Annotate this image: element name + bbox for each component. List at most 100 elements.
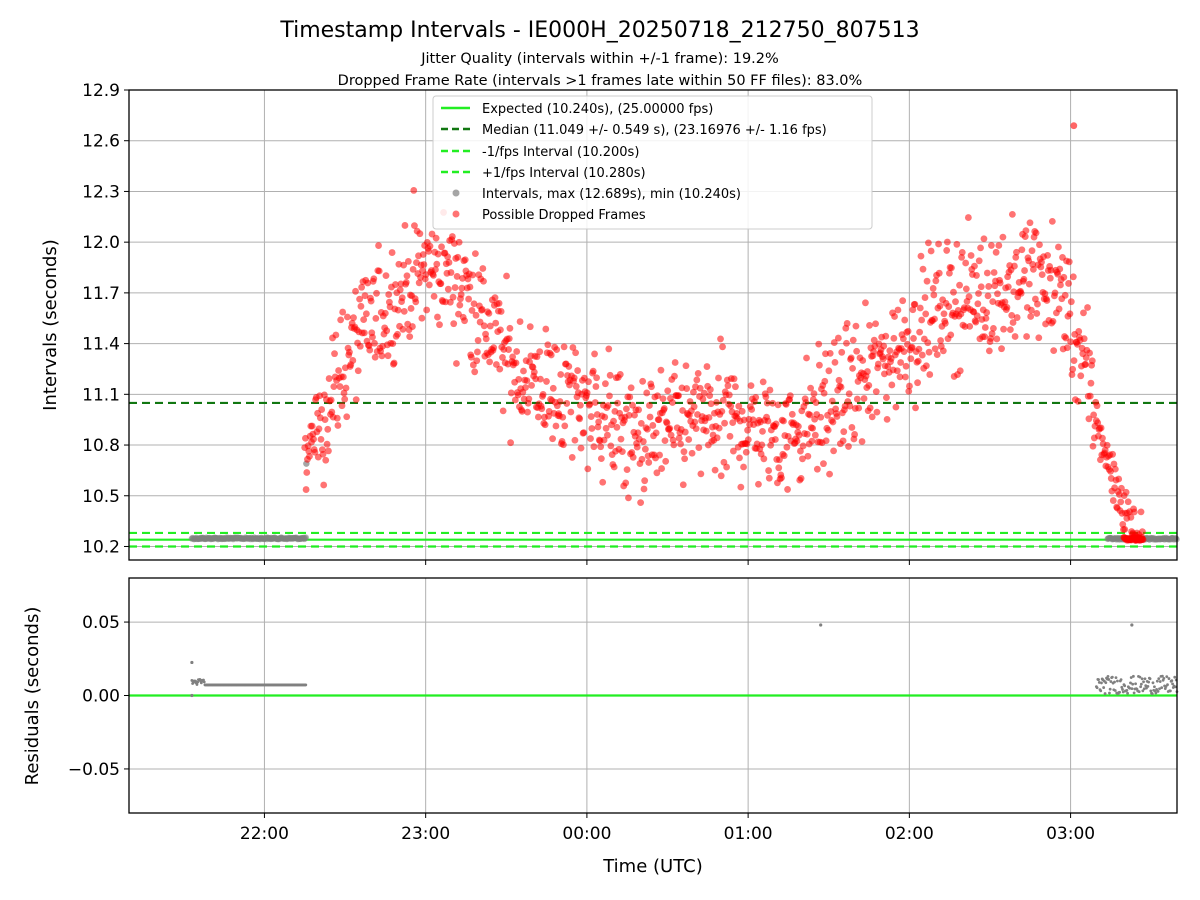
bottom-y-tick-label: 0.00 [82,687,120,707]
dropped-frame-point [1008,210,1016,218]
dropped-frame-point [557,371,565,378]
residual-point [1160,686,1164,690]
dropped-frame-point [922,362,930,370]
dropped-frame-point [905,387,913,395]
dropped-frame-point [1110,460,1118,468]
dropped-frame-point [536,375,544,383]
dropped-frame-point [705,414,713,421]
dropped-frame-point [568,454,576,461]
dropped-frame-point [434,250,442,258]
dropped-frame-point [803,430,811,438]
dropped-frame-point [587,435,594,442]
dropped-frame-point [985,347,993,355]
dropped-frame-point [852,322,860,330]
dropped-frame-point [897,359,905,366]
dropped-frame-point [646,413,654,421]
dropped-frame-point [426,242,434,250]
dropped-frame-point [840,428,848,436]
dropped-frame-point [315,425,323,433]
residual-point [1153,685,1156,689]
dropped-frame-point [971,262,978,270]
dropped-frame-point [713,398,720,406]
dropped-frame-point [695,444,703,452]
dropped-frame-point [882,332,890,340]
dropped-frame-point [1020,275,1028,283]
residual-point [1110,675,1114,679]
top-y-tick-label: 10.2 [82,537,120,557]
residual-point [1108,691,1111,695]
residual-point [1141,689,1145,693]
dropped-frame-point [1080,309,1087,317]
dropped-frame-point [449,293,457,301]
dropped-frame-point [605,345,613,353]
dropped-frame-point [939,347,947,355]
dropped-frame-point [740,463,747,471]
dropped-frame-point [480,277,487,285]
dropped-frame-point [870,336,878,344]
residual-point [190,679,194,682]
dropped-frame-point [420,261,428,268]
residual-point [1129,676,1133,679]
residual-point [1100,681,1103,685]
dropped-frame-point [467,353,475,361]
residual-point [1143,677,1147,681]
dropped-frame-point [512,359,520,367]
dropped-frame-point [853,395,861,403]
residual-point [1099,689,1103,693]
dropped-frame-max-point [1070,122,1078,130]
dropped-frame-point [797,447,804,455]
dropped-frame-point [834,334,842,342]
dropped-frame-point [1075,328,1083,335]
dropped-frame-point [425,281,433,289]
dropped-frame-point [526,323,534,331]
dropped-frame-point [766,386,774,394]
dropped-frame-point [793,437,801,445]
legend-expected-label: Expected (10.240s), (25.00000 fps) [482,102,713,117]
dropped-frame-point [699,395,707,403]
dropped-frame-point [661,437,669,445]
dropped-frame-point [794,422,802,430]
residual-point [1095,686,1099,690]
dropped-frame-point [973,272,980,279]
dropped-frame-point [962,285,970,293]
x-tick-label: 03:00 [1046,824,1095,844]
dropped-frame-point [982,314,990,322]
dropped-frame-point [662,457,670,465]
residual-point [1134,682,1137,686]
residual-point [190,660,194,665]
dropped-frame-point [900,348,908,356]
dropped-frame-point [430,271,437,279]
dropped-frame-point [606,392,613,400]
dropped-frame-point [1063,344,1071,352]
dropped-frame-point [690,388,697,396]
dropped-frame-point [1121,525,1129,533]
dropped-frame-point [822,437,830,445]
dropped-frame-point [879,355,887,363]
dropped-frame-point [943,238,951,246]
dropped-frame-point [664,387,672,395]
dropped-frame-point [407,305,415,312]
dropped-frame-point [977,283,985,291]
residual-point [1171,682,1174,686]
dropped-frame-point [497,308,505,315]
top-y-tick-label: 12.6 [82,132,120,152]
dropped-frame-point [1008,311,1016,319]
dropped-frame-point [778,474,785,482]
dropped-frame-point [1025,280,1033,288]
dropped-frame-point [989,298,997,306]
dropped-frame-point [1038,258,1045,266]
top-panel-points [188,122,1180,544]
dropped-frame-point [845,443,852,450]
dropped-frame-point [641,477,649,485]
dropped-frame-point [988,330,996,338]
x-axis-label: Time (UTC) [602,856,703,877]
dropped-frame-point [828,397,836,405]
dropped-frame-point [400,261,408,269]
dropped-frame-point [375,242,382,249]
dropped-frame-point [658,465,666,472]
dropped-frame-point [748,406,756,413]
dropped-frame-point [883,394,890,402]
dropped-frame-point [1051,289,1059,297]
dropped-frame-point [399,325,407,333]
dropped-frame-point [919,265,927,273]
